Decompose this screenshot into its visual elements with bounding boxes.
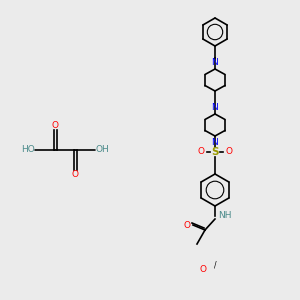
Text: O: O xyxy=(71,170,79,179)
Text: O: O xyxy=(197,148,205,157)
Text: S: S xyxy=(211,147,219,157)
Text: O: O xyxy=(226,148,232,157)
Text: NH: NH xyxy=(218,212,232,220)
Text: N: N xyxy=(212,58,218,67)
Text: OH: OH xyxy=(95,146,109,154)
Text: O: O xyxy=(200,266,206,274)
Text: /: / xyxy=(214,260,216,269)
Text: N: N xyxy=(212,138,218,147)
Text: O: O xyxy=(52,121,58,130)
Text: N: N xyxy=(212,103,218,112)
Text: HO: HO xyxy=(21,146,35,154)
Text: O: O xyxy=(183,220,190,230)
